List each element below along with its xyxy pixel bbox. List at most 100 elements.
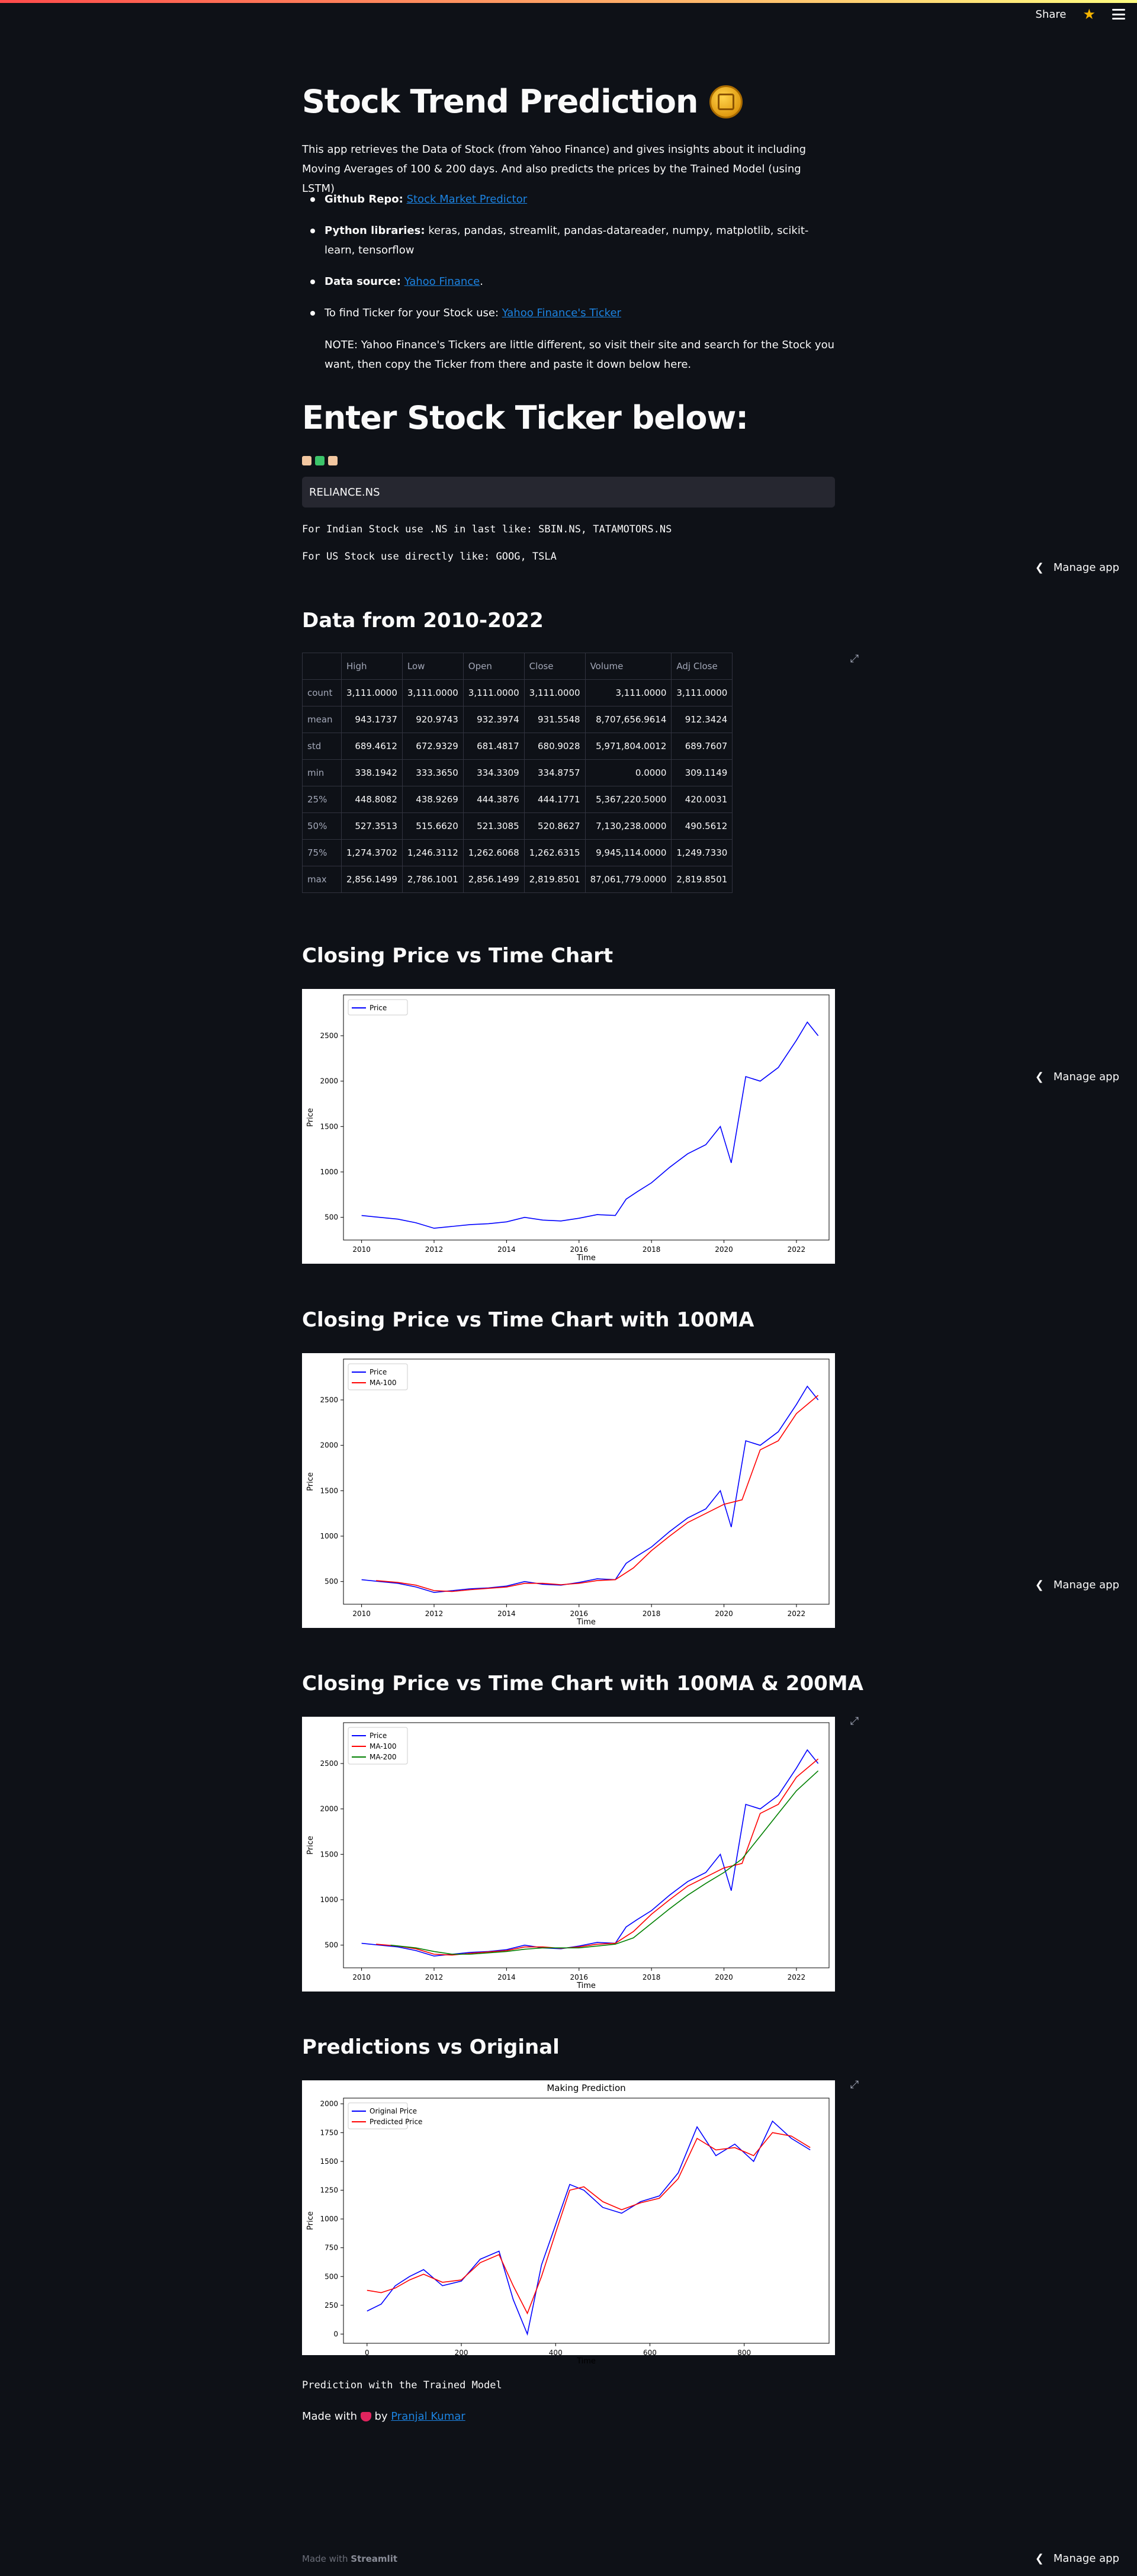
x-tick-label: 2012	[425, 1245, 444, 1254]
source-label: Data source:	[325, 275, 401, 288]
x-tick-label: 2016	[570, 1610, 588, 1618]
ticker-note: NOTE: Yahoo Finance's Tickers are little…	[325, 339, 834, 371]
data-table[interactable]: High Low Open Close Volume Adj Close count 3,1…	[302, 653, 733, 893]
manage-app-button[interactable]: ❮ Manage app	[1035, 1579, 1119, 1591]
hamburger-menu-icon[interactable]	[1112, 9, 1125, 20]
y-tick-label: 1500	[320, 1486, 338, 1495]
star-icon[interactable]: ★	[1083, 6, 1096, 23]
table-header-cell[interactable]: Adj Close	[671, 653, 733, 680]
y-tick-label: 500	[325, 1941, 338, 1949]
chevron-left-icon: ❮	[1035, 1071, 1044, 1083]
table-cell: 3,111.0000	[402, 679, 464, 706]
y-tick-label: 1000	[320, 2215, 338, 2223]
expand-icon[interactable]: ⤢	[850, 2079, 859, 2091]
table-header-cell[interactable]: Open	[462, 653, 525, 680]
data-table-wrapper: High Low Open Close Volume Adj Close count 3,1…	[302, 653, 733, 893]
x-tick-label: 0	[365, 2349, 370, 2357]
table-cell: 920.9743	[402, 706, 464, 733]
ma200-chart: 2010 2012 2014 2016 2018 2020 2022 500 1000 1500 2…	[302, 1717, 835, 1992]
table-cell: 2,819.8501	[523, 866, 586, 893]
enter-ticker-heading: Enter Stock Ticker below:	[302, 399, 749, 436]
table-cell: 0.0000	[584, 759, 672, 786]
data-heading: Data from 2010-2022	[302, 609, 544, 632]
y-tick-label: 1000	[320, 1896, 338, 1904]
table-cell: 931.5548	[523, 706, 586, 733]
table-cell: 2,856.1499	[341, 866, 403, 893]
plot-frame	[343, 1722, 830, 1968]
x-tick-label: 2020	[715, 1610, 733, 1618]
expand-icon[interactable]: ⤢	[850, 653, 859, 665]
x-tick-label: 2022	[788, 1973, 806, 1981]
ticker-input[interactable]	[302, 477, 835, 508]
table-header-cell[interactable]: Volume	[584, 653, 672, 680]
series-line-price	[361, 1021, 819, 1229]
closing-price-chart: 2010 2012 2014 2016 2018 2020 2022 500 1000 1500 2…	[302, 989, 835, 1264]
table-cell: 515.6620	[402, 812, 464, 840]
manage-app-button[interactable]: ❮ Manage app	[1035, 2552, 1119, 2565]
series-line-ma-100	[376, 1758, 819, 1956]
y-tick-label: 1250	[320, 2186, 338, 2194]
x-tick-label: 400	[549, 2349, 563, 2357]
by-text: by	[374, 2410, 388, 2423]
share-button[interactable]: Share	[1035, 8, 1067, 21]
repo-link[interactable]: Stock Market Predictor	[406, 193, 528, 205]
table-cell: 932.3974	[462, 706, 525, 733]
ticker-link[interactable]: Yahoo Finance's Ticker	[502, 307, 621, 319]
ma200-chart-svg: 2010 2012 2014 2016 2018 2020 2022 500 1000 1500 2…	[306, 1722, 830, 1990]
table-row: 75% 1,274.3702 1,246.3112 1,262.6068 1,262.6…	[302, 839, 733, 866]
legend-box	[348, 999, 408, 1016]
table-header-cell[interactable]: Low	[402, 653, 464, 680]
table-cell: 672.9329	[402, 733, 464, 760]
list-item-source: Data source: Yahoo Finance.	[310, 272, 835, 291]
x-tick-label: 2012	[425, 1973, 444, 1981]
streamlit-made-text: Made with	[302, 2553, 348, 2564]
table-header-cell[interactable]	[302, 653, 342, 680]
author-link[interactable]: Pranjal Kumar	[391, 2410, 465, 2423]
table-cell: 3,111.0000	[341, 679, 403, 706]
x-axis-label: Time	[576, 1618, 596, 1627]
table-cell: 444.1771	[523, 786, 586, 813]
manage-app-button[interactable]: ❮ Manage app	[1035, 1071, 1119, 1083]
list-item-libraries: Python libraries: keras, pandas, streaml…	[310, 221, 835, 260]
y-axis-label: Price	[306, 2211, 315, 2230]
table-cell: 8,707,656.9614	[584, 706, 672, 733]
manage-app-button[interactable]: ❮ Manage app	[1035, 561, 1119, 574]
x-tick-label: 2020	[715, 1973, 733, 1981]
chart4-heading: Predictions vs Original	[302, 2035, 560, 2059]
table-cell: 309.1149	[671, 759, 733, 786]
table-cell: 1,262.6068	[462, 839, 525, 866]
legend-label: MA-100	[370, 1742, 397, 1750]
y-tick-label: 2500	[320, 1032, 338, 1040]
expand-icon[interactable]: ⤢	[850, 1715, 859, 1727]
table-header-cell[interactable]: High	[341, 653, 403, 680]
series-line-original-price	[367, 2120, 811, 2336]
legend-label: Predicted Price	[370, 2118, 422, 2126]
table-cell: mean	[302, 706, 342, 733]
legend-label: Original Price	[370, 2107, 417, 2115]
manage-app-label: Manage app	[1053, 561, 1119, 574]
table-cell: 912.3424	[671, 706, 733, 733]
table-cell: 520.8627	[523, 812, 586, 840]
top-decoration-bar	[0, 0, 1137, 3]
source-link[interactable]: Yahoo Finance	[404, 275, 480, 288]
legend-label: MA-200	[370, 1753, 397, 1761]
libraries-label: Python libraries:	[325, 224, 425, 237]
table-row: std 689.4612 672.9329 681.4817 680.9028 5,971…	[302, 733, 733, 760]
table-row: 50% 527.3513 515.6620 521.3085 520.8627 7,130…	[302, 812, 733, 840]
table-cell: 444.3876	[462, 786, 525, 813]
table-header-row: High Low Open Close Volume Adj Close	[302, 653, 733, 680]
prediction-chart-svg: Making Prediction 0 200 400 600 800 0 250 500 750…	[306, 2083, 830, 2366]
streamlit-brand-link[interactable]: Streamlit	[351, 2553, 398, 2564]
table-header-cell[interactable]: Close	[523, 653, 586, 680]
ma100-chart-svg: 2010 2012 2014 2016 2018 2020 2022 500 1000 1500 2…	[306, 1358, 830, 1627]
table-row: min 338.1942 333.3650 334.3309 334.8757 0.000…	[302, 759, 733, 786]
chevron-left-icon: ❮	[1035, 561, 1044, 574]
legend-box	[348, 1727, 408, 1765]
x-tick-label: 600	[643, 2349, 657, 2357]
repo-label: Github Repo:	[325, 193, 403, 205]
chart2-heading: Closing Price vs Time Chart with 100MA	[302, 1308, 754, 1332]
series-line-price	[361, 1749, 819, 1957]
y-tick-label: 0	[333, 2330, 338, 2338]
table-cell: min	[302, 759, 342, 786]
intro-text: This app retrieves the Data of Stock (fr…	[302, 143, 807, 195]
